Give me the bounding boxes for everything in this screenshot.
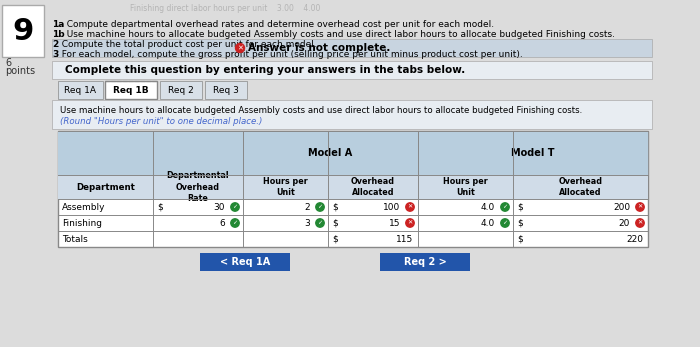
Text: 3: 3 [52,50,58,59]
Bar [243,131,418,175]
Circle shape [316,203,324,211]
Bar [105,81,157,99]
Text: . Use machine hours to allocate budgeted Assembly costs and use direct labor hou: . Use machine hours to allocate budgeted… [61,30,615,39]
Text: Department: Department [76,183,135,192]
Bar [52,61,652,79]
Bar [160,81,202,99]
Text: Hours per
Unit: Hours per Unit [443,177,488,197]
Text: Req 2: Req 2 [168,85,194,94]
Text: 9: 9 [13,17,34,45]
Circle shape [636,203,644,211]
Text: $: $ [517,219,523,228]
Text: Model T: Model T [511,148,554,158]
Text: . Compute the total product cost per unit for each model.: . Compute the total product cost per uni… [56,40,317,49]
Text: ✕: ✕ [407,220,412,226]
Circle shape [231,203,239,211]
Text: 6: 6 [219,219,225,228]
Text: Departmental
Overhead
Rate: Departmental Overhead Rate [167,171,230,203]
Text: Req 1B: Req 1B [113,85,149,94]
Text: Answer is not complete.: Answer is not complete. [248,43,391,53]
Text: Overhead
Allocated: Overhead Allocated [559,177,603,197]
Circle shape [316,219,324,227]
Text: Model A: Model A [309,148,353,158]
Text: ✓: ✓ [317,220,323,226]
Text: Hours per
Unit: Hours per Unit [263,177,308,197]
Text: 2: 2 [304,203,310,212]
Text: ✕: ✕ [407,204,412,210]
Text: . For each model, compute the gross profit per unit (selling price per unit minu: . For each model, compute the gross prof… [56,50,523,59]
Text: Req 3: Req 3 [213,85,239,94]
Text: Req 2 >: Req 2 > [404,257,447,267]
Text: Req 1A: Req 1A [64,85,97,94]
Text: ✓: ✓ [317,204,323,210]
Text: ✕: ✕ [638,204,643,210]
Text: 15: 15 [389,219,400,228]
Text: 4.0: 4.0 [481,203,495,212]
Text: 200: 200 [613,203,630,212]
Text: 6: 6 [5,58,11,68]
Text: Assembly: Assembly [62,203,106,212]
Text: 30: 30 [214,203,225,212]
Text: 1a: 1a [52,20,64,29]
Text: 100: 100 [383,203,400,212]
Circle shape [406,219,414,227]
Bar [205,81,247,99]
Text: $: $ [332,235,337,244]
Text: ✕: ✕ [638,220,643,226]
Circle shape [636,219,644,227]
Text: ✓: ✓ [232,204,237,210]
Text: 3: 3 [304,219,310,228]
Text: $: $ [517,235,523,244]
Text: ✕: ✕ [237,45,243,51]
Bar [200,253,290,271]
Bar [58,81,103,99]
Text: $: $ [517,203,523,212]
Bar [52,100,652,129]
Text: 20: 20 [619,219,630,228]
Bar [58,175,648,199]
Bar [58,131,648,175]
Text: ✓: ✓ [503,220,507,226]
Bar [418,131,648,175]
Text: ✓: ✓ [232,220,237,226]
Text: $: $ [332,219,337,228]
Text: Finishing: Finishing [62,219,102,228]
Bar [52,39,652,57]
Text: 115: 115 [395,235,413,244]
Text: . Compute departmental overhead rates and determine overhead cost per unit for e: . Compute departmental overhead rates an… [61,20,494,29]
Text: 4.0: 4.0 [481,219,495,228]
Circle shape [235,43,244,52]
Text: $: $ [157,203,162,212]
Text: Finishing direct labor hours per unit    3.00    4.00: Finishing direct labor hours per unit 3.… [130,4,321,13]
Circle shape [406,203,414,211]
Text: Complete this question by entering your answers in the tabs below.: Complete this question by entering your … [65,65,466,75]
Circle shape [500,203,509,211]
Text: Use machine hours to allocate budgeted Assembly costs and use direct labor hours: Use machine hours to allocate budgeted A… [60,106,582,115]
Circle shape [500,219,509,227]
Text: Totals: Totals [62,235,88,244]
Text: $: $ [332,203,337,212]
Text: ✓: ✓ [503,204,507,210]
Text: points: points [5,66,35,76]
Bar [2,5,44,57]
Text: 220: 220 [626,235,643,244]
Bar [380,253,470,271]
Text: Overhead
Allocated: Overhead Allocated [351,177,395,197]
Text: (Round "Hours per unit" to one decimal place.): (Round "Hours per unit" to one decimal p… [60,117,262,126]
Bar [58,131,648,247]
Circle shape [231,219,239,227]
Text: < Req 1A: < Req 1A [220,257,270,267]
Text: 1b: 1b [52,30,64,39]
Text: 2: 2 [52,40,58,49]
